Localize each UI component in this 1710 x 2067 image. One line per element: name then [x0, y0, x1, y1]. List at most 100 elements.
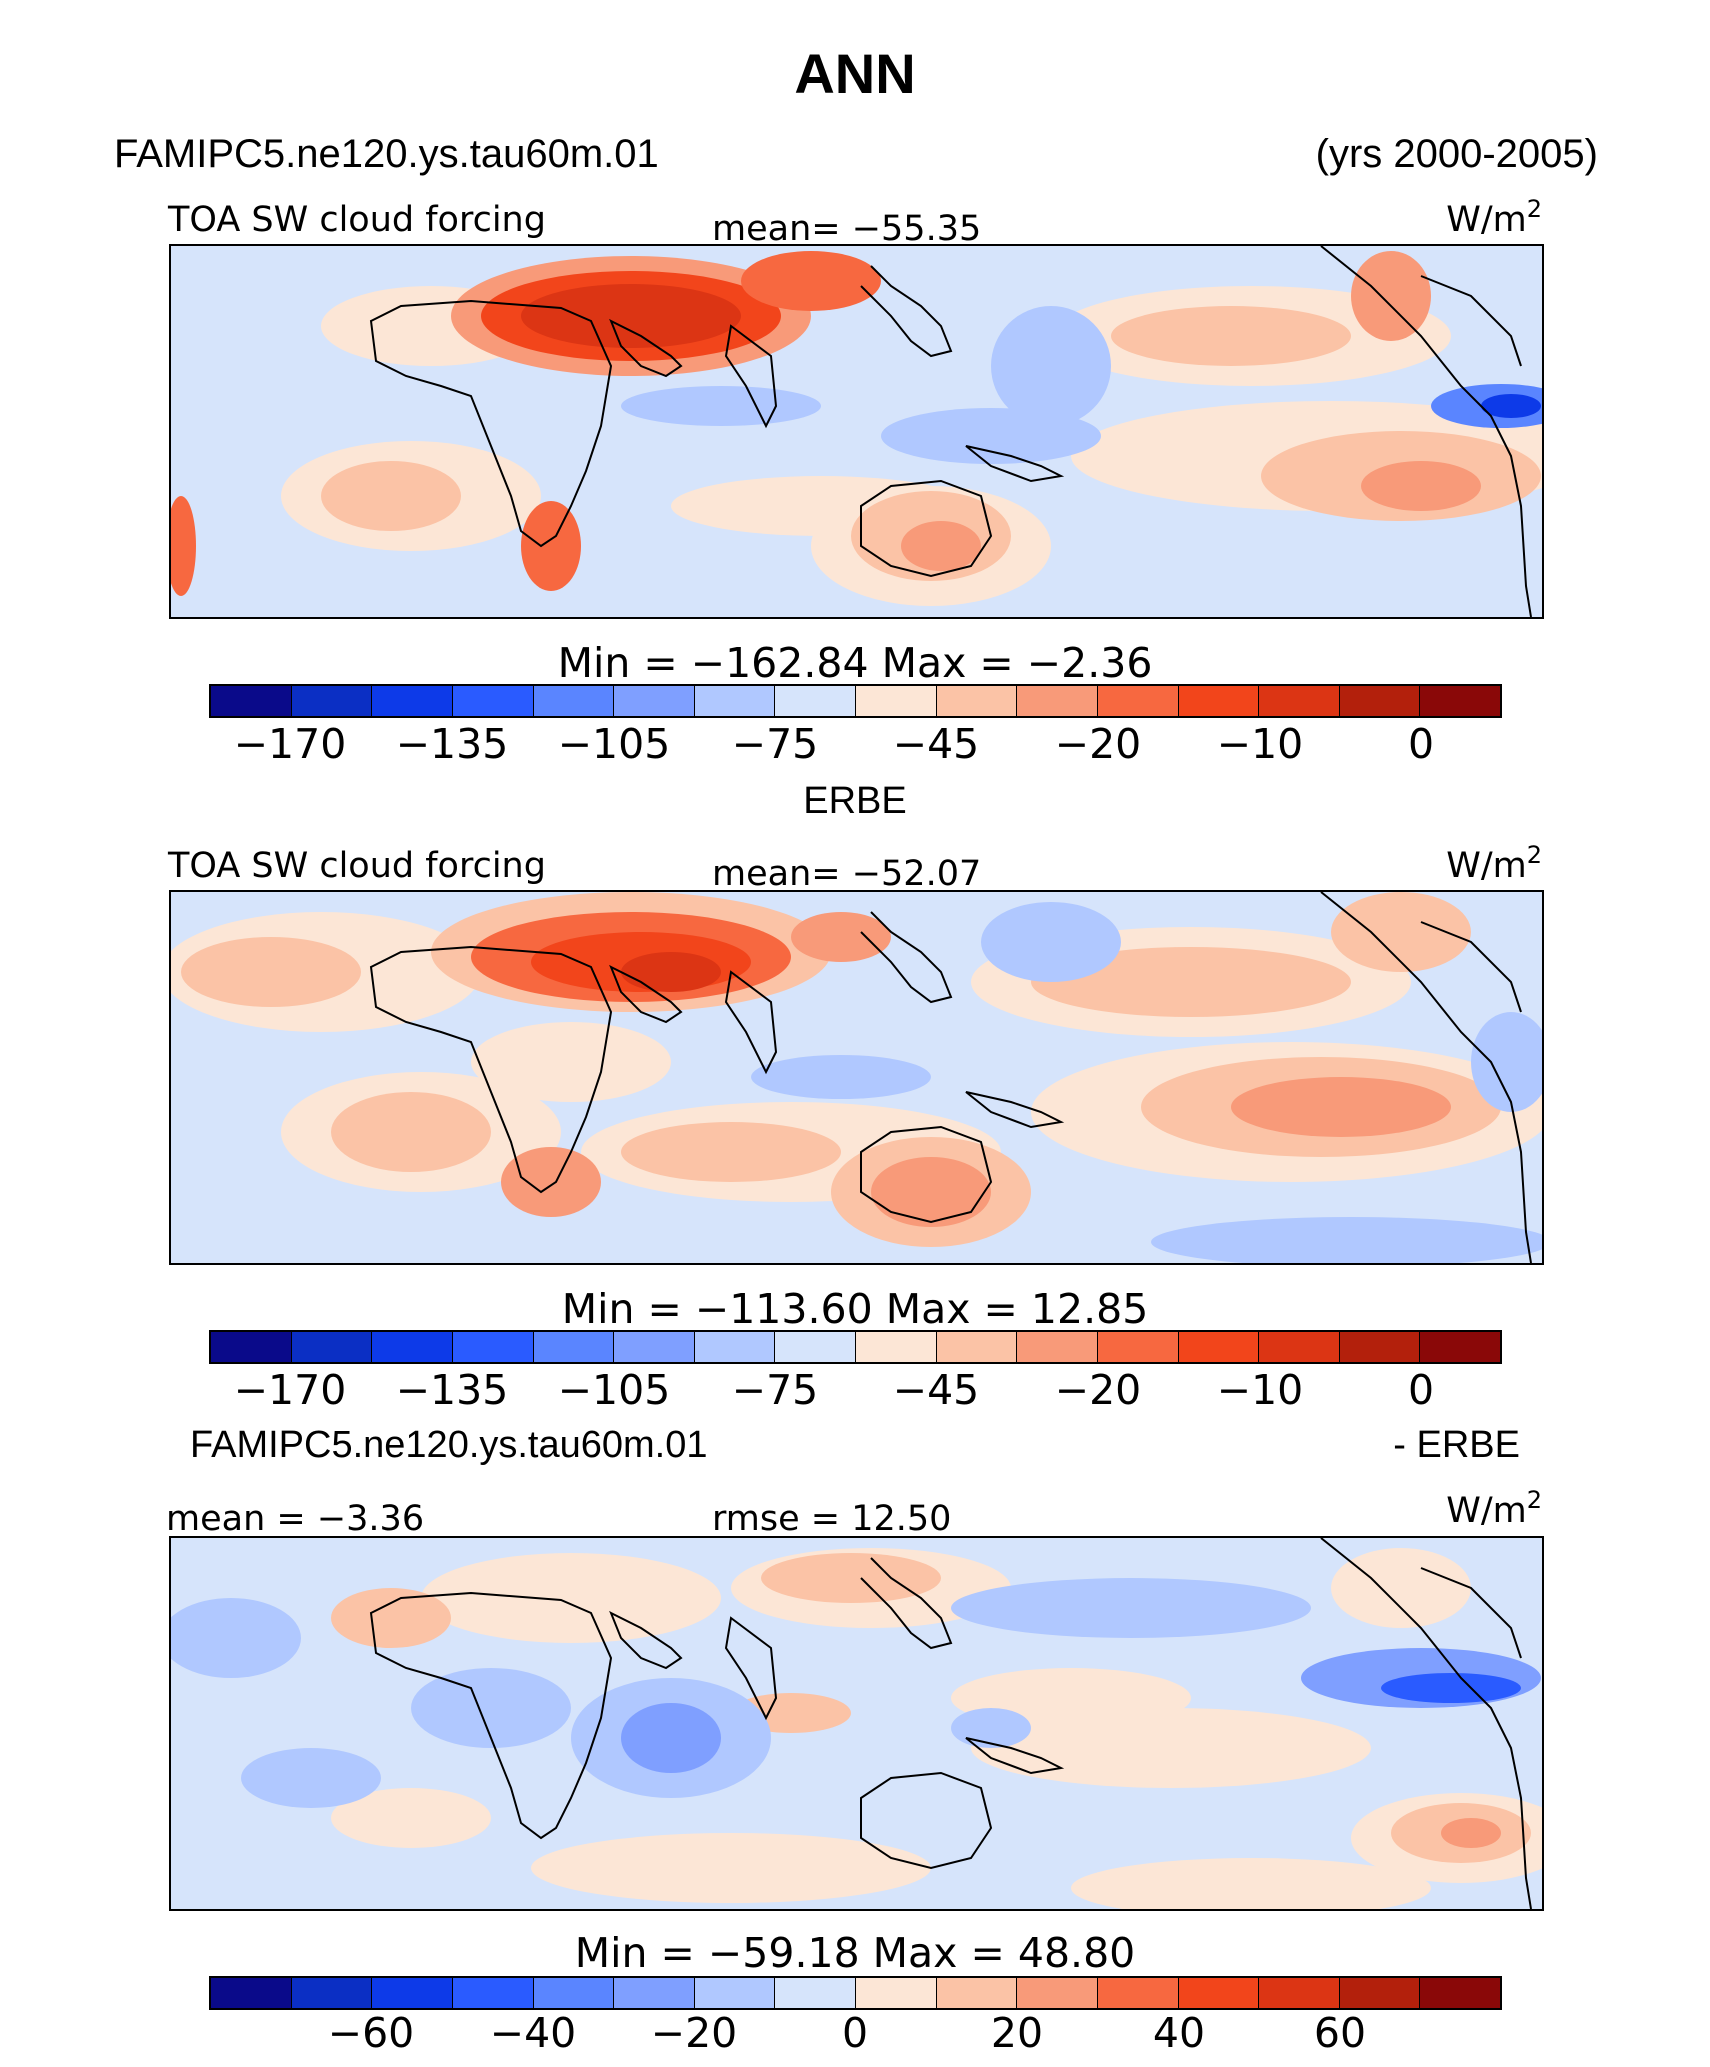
panel3-colorbar-bin	[1259, 1978, 1340, 2008]
panel2-colorbar-bin	[211, 1332, 292, 1362]
panel2-colorbar-bin	[614, 1332, 695, 1362]
panel3-colorbar	[209, 1976, 1502, 2010]
panel2-colorbar-bin	[1339, 1332, 1421, 1362]
panel1-colorbar-bin	[1017, 686, 1098, 716]
panel1-colorbar-bin	[694, 686, 776, 716]
panel1-map	[169, 244, 1544, 619]
panel2-colorbar-bin	[775, 1332, 856, 1362]
panel2-colorbar-bin	[1420, 1332, 1500, 1362]
panel3-colorbar-bin	[1097, 1978, 1179, 2008]
panel1-colorbar-bin	[291, 686, 373, 716]
panel1-tick: −75	[731, 720, 819, 768]
panel3-colorbar-bin	[533, 1978, 615, 2008]
panel3-colorbar-bin	[291, 1978, 373, 2008]
panel3-tick: 20	[990, 2009, 1044, 2057]
panel2-tick: −105	[557, 1366, 671, 1414]
years-label: (yrs 2000-2005)	[1315, 132, 1598, 176]
panel2-colorbar	[209, 1330, 1502, 1364]
panel2-subtitle: ERBE	[803, 780, 907, 822]
panel1-tick: −135	[395, 720, 509, 768]
panel3-coastlines	[369, 1538, 1532, 1909]
panel1-colorbar-bin	[856, 686, 937, 716]
panel1-tick: −10	[1216, 720, 1304, 768]
panel2-units: W/m2	[1446, 841, 1542, 886]
panel1-tick: −105	[557, 720, 671, 768]
panel1-colorbar-bin	[1339, 686, 1421, 716]
panel1-tick: −170	[233, 720, 347, 768]
panel3-colorbar-bin	[1420, 1978, 1500, 2008]
panel3-tick: −40	[489, 2009, 577, 2057]
panel3-colorbar-bin	[211, 1978, 292, 2008]
panel1-colorbar-bin	[1178, 686, 1260, 716]
case-name: FAMIPC5.ne120.ys.tau60m.01	[114, 132, 659, 176]
panel1-colorbar-bin	[1420, 686, 1500, 716]
panel3-tick: −20	[650, 2009, 738, 2057]
panel3-mean: mean = −3.36	[166, 1499, 425, 1539]
panel1-coastlines	[369, 246, 1532, 617]
panel3-map	[169, 1536, 1544, 1911]
panel1-tick: −20	[1054, 720, 1142, 768]
panel1-colorbar-bin	[452, 686, 534, 716]
panel3-colorbar-bin	[1178, 1978, 1260, 2008]
panel2-colorbar-bin	[452, 1332, 534, 1362]
panel3-subtitle-left: FAMIPC5.ne120.ys.tau60m.01	[190, 1424, 708, 1466]
panel2-coastlines	[369, 892, 1532, 1263]
panel3-colorbar-bin	[452, 1978, 534, 2008]
panel1-colorbar-bin	[211, 686, 292, 716]
panel3-colorbar-bin	[856, 1978, 937, 2008]
panel3-units: W/m2	[1446, 1486, 1542, 1531]
panel2-tick: −170	[233, 1366, 347, 1414]
panel3-colorbar-bin	[372, 1978, 453, 2008]
panel1-colorbar-bin	[372, 686, 453, 716]
panel2-colorbar-bin	[1178, 1332, 1260, 1362]
panel3-colorbar-bin	[694, 1978, 776, 2008]
panel1-tick: 0	[1407, 720, 1435, 768]
panel2-colorbar-bin	[856, 1332, 937, 1362]
panel3-tick: 0	[841, 2009, 869, 2057]
panel2-colorbar-bin	[1097, 1332, 1179, 1362]
panel3-tick: −60	[327, 2009, 415, 2057]
panel2-colorbar-bin	[1017, 1332, 1098, 1362]
panel3-minmax: Min = −59.18 Max = 48.80	[574, 1929, 1136, 1977]
panel1-colorbar-bin	[936, 686, 1018, 716]
panel3-subtitle-right: - ERBE	[1393, 1424, 1520, 1466]
figure-title: ANN	[794, 42, 916, 105]
panel1-minmax: Min = −162.84 Max = −2.36	[557, 639, 1153, 687]
panel2-colorbar-bin	[533, 1332, 615, 1362]
panel1-units: W/m2	[1446, 195, 1542, 240]
panel2-tick: −75	[731, 1366, 819, 1414]
panel2-tick: −135	[395, 1366, 509, 1414]
panel2-colorbar-bin	[694, 1332, 776, 1362]
panel2-colorbar-bin	[1259, 1332, 1340, 1362]
panel3-tick: 40	[1152, 2009, 1206, 2057]
panel2-field-label: TOA SW cloud forcing	[168, 846, 546, 886]
panel1-colorbar-bin	[533, 686, 615, 716]
panel2-contours	[171, 892, 1542, 1263]
panel1-colorbar-bin	[775, 686, 856, 716]
panel2-map	[169, 890, 1544, 1265]
panel2-colorbar-bin	[291, 1332, 373, 1362]
panel3-colorbar-bin	[1017, 1978, 1098, 2008]
panel3-tick: 60	[1313, 2009, 1367, 2057]
panel1-colorbar-bin	[614, 686, 695, 716]
panel2-tick: −10	[1216, 1366, 1304, 1414]
panel2-tick: −45	[892, 1366, 980, 1414]
panel2-colorbar-bin	[372, 1332, 453, 1362]
panel1-colorbar-bin	[1259, 686, 1340, 716]
panel3-colorbar-bin	[775, 1978, 856, 2008]
panel1-field-label: TOA SW cloud forcing	[168, 200, 546, 240]
panel1-colorbar-bin	[1097, 686, 1179, 716]
panel1-mean: mean= −55.35	[712, 209, 982, 249]
panel3-colorbar-bin	[1339, 1978, 1421, 2008]
panel3-colorbar-bin	[936, 1978, 1018, 2008]
panel2-tick: −20	[1054, 1366, 1142, 1414]
panel1-colorbar	[209, 684, 1502, 718]
panel1-contours	[171, 251, 1542, 606]
panel3-rmse: rmse = 12.50	[712, 1499, 952, 1539]
panel1-tick: −45	[892, 720, 980, 768]
panel3-colorbar-bin	[614, 1978, 695, 2008]
panel3-contours	[171, 1548, 1542, 1909]
panel2-mean: mean= −52.07	[712, 854, 982, 894]
panel2-minmax: Min = −113.60 Max = 12.85	[561, 1285, 1149, 1333]
panel2-colorbar-bin	[936, 1332, 1018, 1362]
